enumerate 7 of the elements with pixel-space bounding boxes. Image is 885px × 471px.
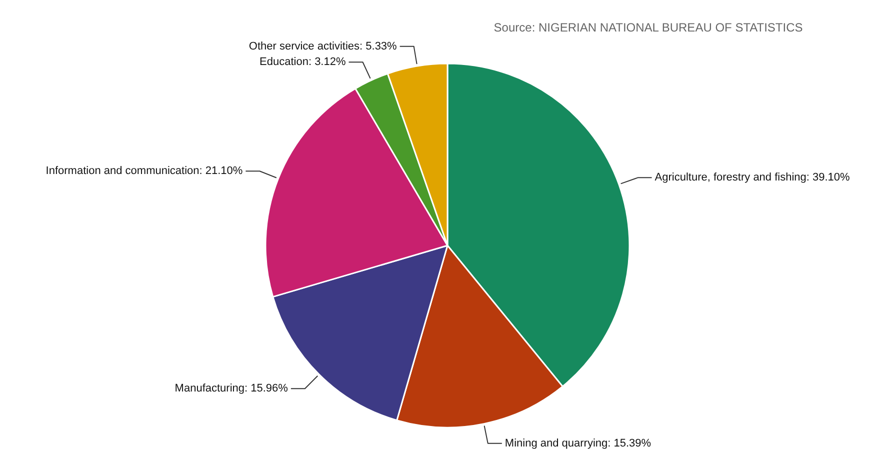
slice-label: Mining and quarrying: 15.39%	[504, 437, 652, 450]
slice-label: Information and communication: 21.10%	[46, 165, 243, 178]
source-note: Source: NIGERIAN NATIONAL BUREAU OF STATISTICS	[494, 20, 803, 34]
slice-label: Education: 3.12%	[260, 56, 346, 68]
slice-label: Manufacturing: 15.96%	[174, 382, 288, 395]
slice-label: Other service activities: 5.33%	[248, 40, 398, 52]
slice-label: Agriculture, forestry and fishing: 39.10%	[654, 172, 850, 184]
